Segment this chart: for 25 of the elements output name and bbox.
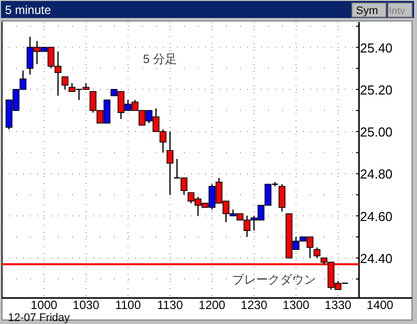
annotation: 5 分足 (143, 52, 178, 66)
candlestick (278, 184, 286, 212)
x-tick-label: 1100 (115, 298, 142, 312)
x-tick-label: 1030 (72, 298, 100, 312)
y-tick-label: 25.40 (360, 40, 393, 56)
x-tick-label: 1130 (157, 298, 184, 312)
candlestick (62, 76, 68, 90)
x-tick-label: 1230 (240, 298, 268, 312)
y-tick-label: 25.20 (360, 82, 393, 98)
y-tick-label: 24.80 (360, 166, 393, 182)
x-tick-label: 1000 (30, 298, 58, 312)
x-tick-label: 1400 (366, 298, 394, 312)
text: 12-07 Friday (8, 312, 70, 324)
text: Sym (356, 5, 378, 17)
text: Intv (389, 6, 406, 17)
chart-title: 5 minute (5, 3, 52, 17)
x-tick-label: 1300 (282, 298, 310, 312)
x-tick-label: 1330 (324, 298, 352, 312)
y-tick-label: 24.60 (360, 208, 393, 224)
candlestick (166, 130, 174, 196)
x-tick-label: 1200 (198, 298, 226, 312)
y-tick-label: 25.00 (360, 124, 393, 140)
candlestick (314, 246, 320, 259)
ref-line-label: ブレークダウン (232, 272, 316, 286)
y-tick-label: 24.40 (360, 250, 393, 266)
